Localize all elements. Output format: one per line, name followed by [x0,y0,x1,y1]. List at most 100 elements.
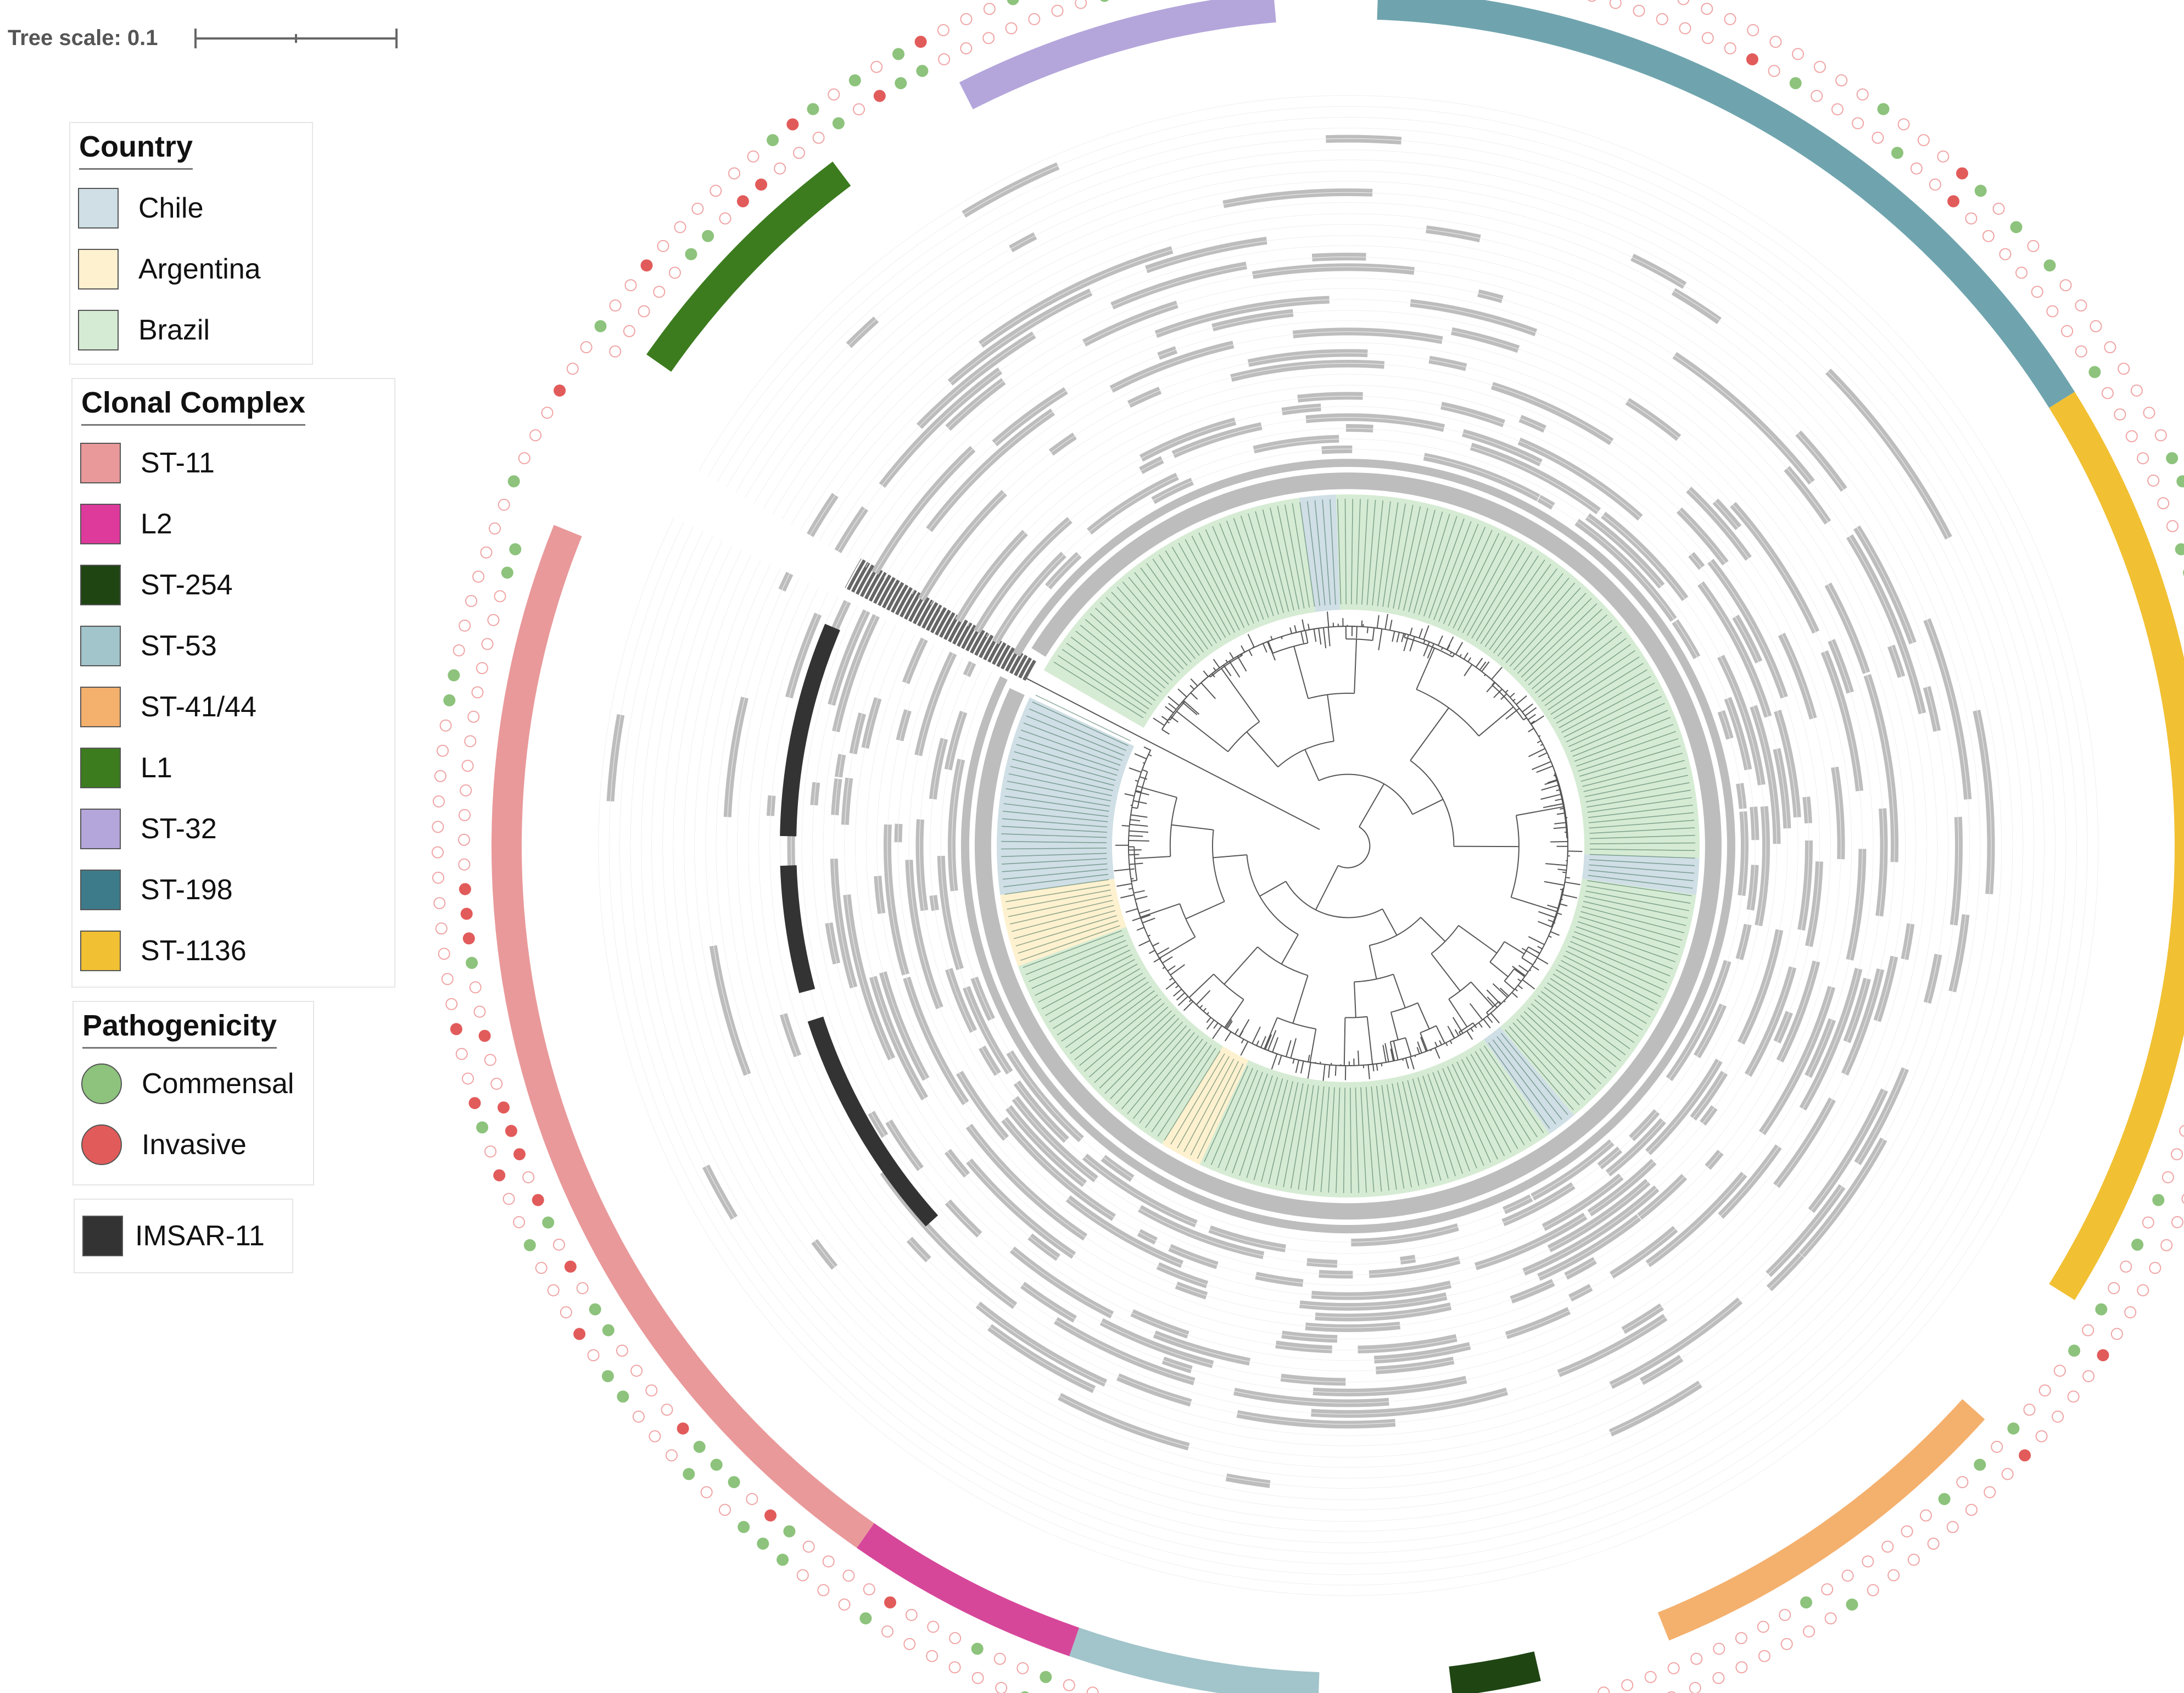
gene-presence-block [1773,1097,1836,1188]
empty-marker [2035,1430,2048,1443]
tip-label [1337,499,1342,605]
empty-marker [1824,1612,1837,1625]
swatch-l2 [80,503,121,544]
empty-marker [1063,1679,1075,1691]
gene-presence-block [1531,1139,1615,1201]
tip-label [1412,1078,1442,1181]
tree-branch [1367,1065,1370,1079]
commensal-marker [2010,221,2023,233]
tip-label [1075,631,1159,697]
tip-label [1580,753,1683,782]
commensal-marker [509,543,522,555]
tree-branch [1410,760,1455,846]
empty-marker [1051,4,1064,17]
tree-branch [1464,664,1473,677]
empty-marker [995,1681,1008,1693]
tip-label [1585,890,1690,911]
tree-branch [1490,1012,1500,1024]
empty-marker [993,1652,1006,1665]
empty-marker [2157,497,2170,510]
tree-branch [1318,628,1322,645]
tree-branch [1267,1030,1277,1051]
tree-branch [1116,883,1132,887]
gene-presence-block [807,493,839,537]
empty-marker [796,1569,809,1581]
tree-branch [1541,922,1555,950]
tree-branch [1544,881,1565,886]
tip-label [1582,906,1685,933]
tree-branch [1538,911,1556,918]
empty-marker [665,1449,678,1462]
tree-branch [1199,1005,1203,1009]
gene-presence-block [1306,1258,1338,1268]
empty-marker [2053,1365,2066,1377]
tip-label [853,570,1032,670]
tree-branch [1390,1012,1399,1040]
tree-branch [1161,716,1169,721]
empty-marker [439,719,452,732]
empty-marker [802,1540,815,1553]
empty-marker [983,3,996,15]
empty-marker [960,13,973,25]
tree-branch [1511,896,1557,912]
legend-label-brazil: Brazil [138,314,210,346]
empty-marker [522,1171,535,1184]
tree-branch [1211,673,1215,678]
gene-presence-block [1082,300,1178,347]
gene-presence-block [937,855,964,971]
gene-presence-block [962,162,1060,218]
tree-branch [1372,1062,1387,1065]
tree-branch [1124,793,1135,797]
tip-label [858,563,1035,665]
swatch-chile [78,187,119,229]
tree-branch [1328,626,1348,628]
tree-branch [1241,1039,1244,1044]
invasive-marker [640,259,653,272]
tree-branch [1313,628,1317,642]
tree-branch [1528,936,1545,945]
tree-branch [1359,1063,1373,1066]
tree-branch [1328,1065,1331,1078]
empty-marker [2075,299,2087,312]
tree-branch [1359,783,1385,827]
tree-branch [1129,840,1149,842]
tip-label [1053,661,1144,719]
gene-presence-block [1082,1154,1198,1228]
tree-branch [1536,765,1553,773]
tip-label [1517,598,1592,674]
tip-label [850,577,1030,675]
empty-marker [2125,430,2138,443]
tree-branch [1409,636,1415,651]
tip-label [1479,1048,1538,1138]
tip-label [1003,873,1109,888]
legend-pathogenicity: Pathogenicity Commensal Invasive [72,1001,314,1185]
empty-marker [2038,1384,2051,1397]
tip-label [1085,619,1166,689]
tip-label [1268,1081,1293,1184]
empty-marker [541,406,554,419]
empty-marker [2143,406,2155,419]
gene-presence-block [1312,1375,1467,1396]
empty-marker [719,1503,731,1516]
tree-branch [1169,797,1178,857]
gene-presence-block [1950,816,1963,926]
tree-branch [1423,639,1426,644]
legend-item-st-53: ST-53 [80,615,394,676]
tree-branch [1486,989,1501,1005]
empty-marker [1780,1638,1793,1650]
tree-branch [1356,626,1358,638]
tree-branch [1466,1019,1483,1032]
empty-marker [2046,305,2059,318]
tree-branch [1548,935,1552,938]
empty-marker [472,570,485,583]
tree-branch [1493,688,1502,698]
gene-presence-block [1537,495,1555,510]
tip-label [1012,905,1114,932]
gene-presence-block [1758,985,1836,1135]
tree-branch [1300,1061,1304,1074]
empty-marker [1887,1569,1900,1581]
tree-branch [1562,871,1567,873]
tree-branch [1267,641,1276,661]
tree-branch [1420,1037,1427,1052]
tree-branch [1239,1036,1266,1050]
